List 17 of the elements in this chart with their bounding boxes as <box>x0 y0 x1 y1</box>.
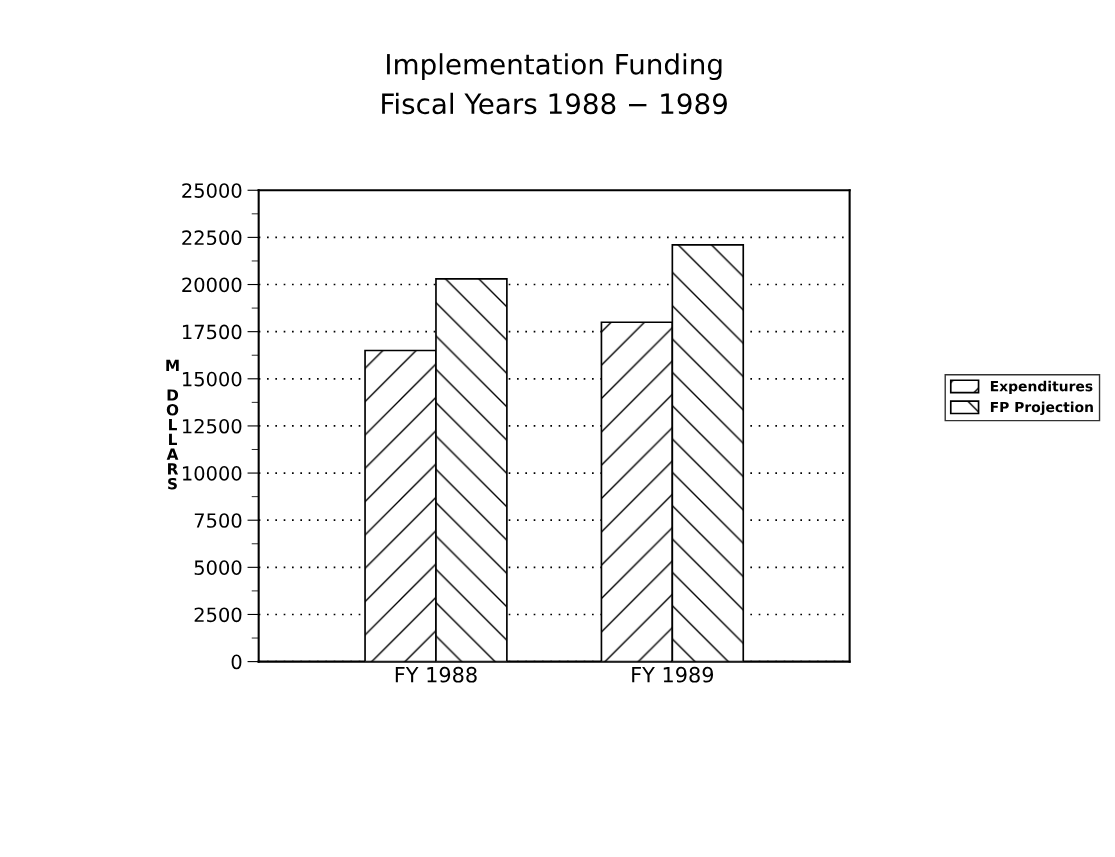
y-tick-label: 7500 <box>194 513 242 528</box>
y-tick-label: 25000 <box>182 183 242 198</box>
y-tick-label: 22500 <box>182 230 242 246</box>
y-tick-label: 0 <box>231 654 242 670</box>
legend-label: Expenditures <box>990 380 1093 395</box>
legend-label: FP Projection <box>990 401 1093 416</box>
text: M DOLLARS <box>166 359 179 490</box>
y-tick-label: 15000 <box>182 371 242 387</box>
y-tick-label: 12500 <box>182 418 242 434</box>
y-tick-label: 5000 <box>194 560 242 575</box>
chart-title: Implementation Funding Fiscal Years 1988 − 1989 <box>382 53 727 115</box>
x-tick-label: FY 1989 <box>632 666 714 683</box>
x-tick-label: FY 1988 <box>395 666 477 683</box>
y-tick-label: 2500 <box>194 607 242 623</box>
y-tick-label: 17500 <box>182 324 242 340</box>
y-tick-label: 20000 <box>182 277 242 293</box>
y-tick-label: 10000 <box>182 466 242 481</box>
